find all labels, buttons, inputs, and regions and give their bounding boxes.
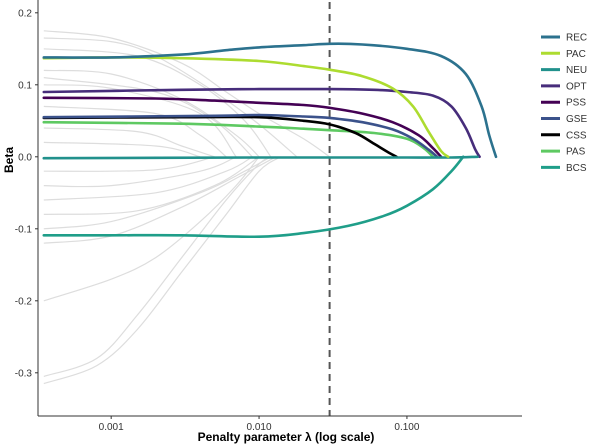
legend-label-pss: PSS	[566, 98, 586, 109]
y-tick-label: 0.2	[18, 8, 32, 19]
y-tick-label: -0.3	[15, 368, 33, 379]
series-line-gse	[42, 113, 439, 159]
series-line-neu	[42, 155, 479, 160]
y-tick-label: 0.0	[18, 152, 32, 163]
legend-label-gse: GSE	[566, 114, 587, 125]
series-line-pss	[42, 96, 443, 159]
background-path-3	[43, 69, 260, 158]
background-path-2	[43, 48, 272, 158]
y-tick-label: -0.1	[15, 224, 33, 235]
axes	[37, 0, 522, 417]
legend: REC PAC NEU OPT PSS GSE CSS PAS BCS	[541, 33, 587, 174]
legend-label-rec: REC	[566, 33, 587, 44]
series-line-pas	[42, 120, 435, 159]
background-path-16	[43, 156, 272, 377]
background-path-12	[43, 156, 260, 215]
y-tick-label: -0.2	[15, 296, 33, 307]
series-line-opt	[42, 87, 481, 159]
background-path-8	[43, 141, 201, 158]
x-tick-label: 0.010	[247, 422, 272, 433]
y-axis-ticks: 0.2 0.1 0.0 -0.1 -0.2 -0.3	[15, 8, 38, 379]
legend-label-pac: PAC	[566, 49, 586, 60]
background-path-15	[43, 156, 260, 302]
series-line-pac	[42, 56, 450, 159]
legend-label-pas: PAS	[566, 147, 586, 158]
legend-label-opt: OPT	[566, 81, 587, 92]
background-path-7	[43, 127, 215, 158]
background-path-17	[43, 156, 282, 385]
background-path-9	[43, 156, 215, 172]
legend-label-bcs: BCS	[566, 163, 587, 174]
background-path-10	[43, 156, 237, 188]
y-tick-label: 0.1	[18, 80, 32, 91]
series-line-rec	[42, 42, 498, 159]
legend-label-neu: NEU	[566, 65, 587, 76]
background-path-0	[43, 30, 330, 158]
x-axis-title: Penalty parameter λ (log scale)	[198, 430, 375, 444]
highlighted-coefficient-paths	[42, 42, 498, 239]
legend-label-css: CSS	[566, 130, 587, 141]
series-line-bcs	[42, 155, 465, 239]
background-coefficient-paths	[43, 30, 330, 385]
background-path-13	[43, 156, 272, 230]
background-path-11	[43, 156, 253, 201]
background-path-5	[43, 84, 237, 158]
x-tick-label: 0.001	[99, 422, 124, 433]
background-path-6	[43, 105, 227, 158]
y-axis-title: Beta	[2, 147, 16, 173]
x-axis-ticks: 0.001 0.010 0.100	[99, 416, 420, 433]
x-tick-label: 0.100	[394, 422, 419, 433]
